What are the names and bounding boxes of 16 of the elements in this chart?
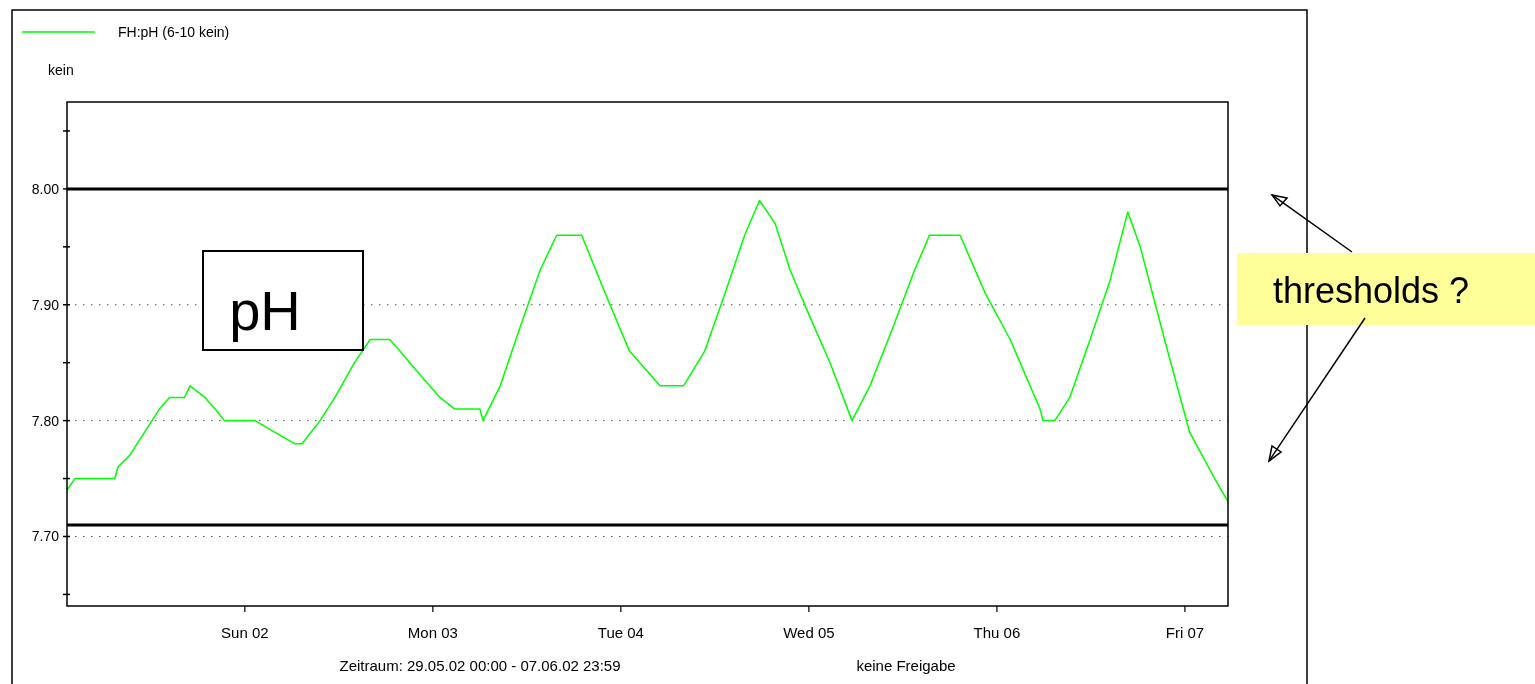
x-tick-label: Tue 04 [597, 624, 644, 641]
y-tick-label: 7.70 [31, 528, 60, 545]
text: FH:pH (6-10 kein) [118, 23, 230, 40]
x-axis-title: Zeitraum: 29.05.02 00:00 - 07.06.02 23:59 [339, 657, 621, 674]
y-tick-label: 7.80 [31, 412, 60, 429]
y-tick-label: 7.90 [31, 296, 60, 313]
text: keine Freigabe [856, 657, 956, 674]
x-tick-label: Fri 07 [1165, 624, 1205, 641]
y-tick-label: 8.00 [31, 180, 60, 197]
x-tick-label: Mon 03 [407, 624, 458, 641]
text: thresholds ? [1272, 270, 1470, 311]
x-tick-label: Wed 05 [783, 624, 835, 641]
y-axis-title: kein [48, 62, 74, 78]
x-tick-label: Sun 02 [221, 624, 269, 641]
x-tick-label: Thu 06 [973, 624, 1021, 641]
annotation: pH [229, 279, 301, 342]
